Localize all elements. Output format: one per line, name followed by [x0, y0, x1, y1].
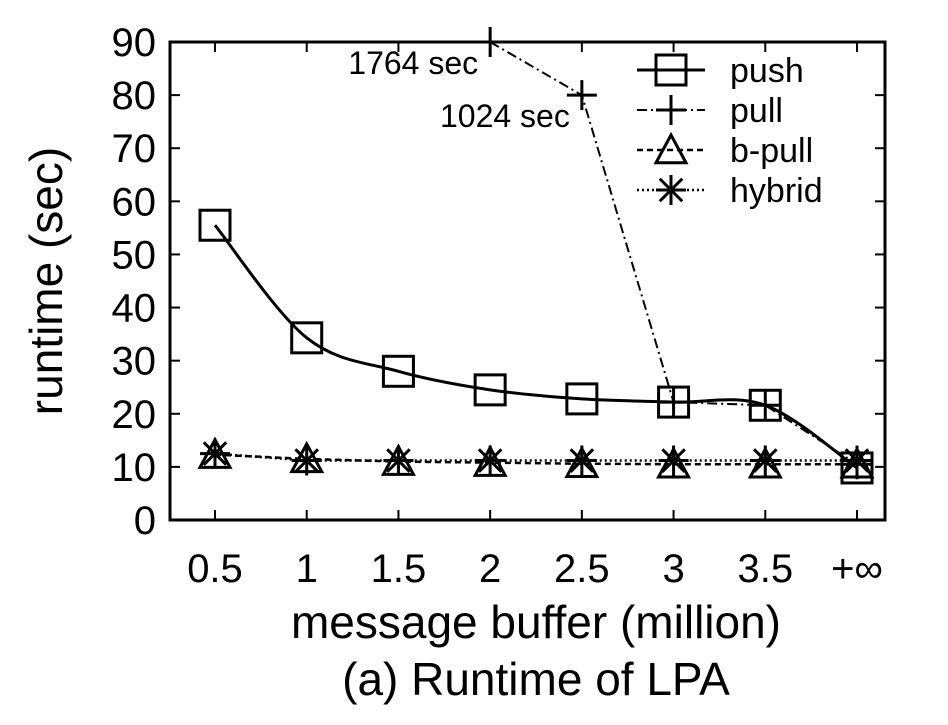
annotation-label: 1764 sec [348, 45, 478, 81]
square-marker [198, 208, 232, 242]
star-marker-d2 [202, 441, 228, 466]
star-marker-d2 [844, 448, 870, 473]
star-marker [750, 445, 781, 476]
plot-frame [168, 40, 887, 522]
x-tick-label: 2 [479, 547, 501, 591]
annotations: 1764 sec 1024 sec [348, 45, 570, 134]
y-tick-label: 90 [112, 21, 157, 65]
x-tick-label: 2.5 [554, 547, 610, 591]
plus-marker [656, 95, 686, 125]
square-marker [473, 373, 507, 407]
star-marker-d2 [569, 448, 595, 473]
y-tick-label: 10 [112, 446, 157, 490]
y-tick-label: 40 [112, 287, 157, 331]
legend-label: b-pull [730, 132, 813, 170]
star-marker-d2 [752, 448, 778, 473]
series-line-hybrid [214, 452, 857, 462]
star-marker-d2 [477, 448, 503, 473]
triangle-marker [653, 131, 689, 165]
y-tick-label: 80 [112, 74, 157, 118]
series-line-b-pull [214, 453, 857, 466]
series-b-pull [197, 436, 875, 479]
star-marker-d2 [386, 448, 411, 473]
star-marker-d2 [658, 177, 684, 203]
square-marker [565, 382, 599, 416]
star-marker [658, 445, 689, 476]
triangle-marker [656, 446, 692, 479]
plus-marker [750, 390, 781, 421]
star-marker [656, 175, 686, 205]
star-marker [383, 445, 414, 476]
x-axis-title: message buffer (million) [291, 596, 781, 648]
triangle-marker [747, 446, 783, 479]
plus-marker [658, 387, 689, 418]
star-marker [200, 438, 230, 469]
triangle-marker [839, 446, 875, 479]
triangle-marker [564, 445, 600, 478]
square-marker [290, 321, 324, 355]
legend-item-pull: pull [637, 92, 783, 130]
star-marker-d2 [294, 448, 320, 473]
x-axis: 0.5 1 1.5 2 2.5 3 3.5 +∞ [187, 42, 883, 591]
star-marker-d2 [661, 448, 686, 473]
x-tick-label: 0.5 [187, 547, 243, 591]
series-hybrid [200, 438, 872, 476]
series-pull [475, 27, 872, 480]
series-layer [197, 27, 875, 485]
legend-label: push [730, 52, 804, 90]
series-push [198, 208, 874, 485]
y-tick-label: 60 [112, 180, 157, 224]
y-axis-title: runtime (sec) [20, 147, 72, 415]
square-marker [654, 53, 688, 87]
legend-item-b-pull: b-pull [637, 131, 813, 170]
legend-item-hybrid: hybrid [637, 172, 823, 210]
legend-label: pull [730, 92, 783, 130]
star-marker [475, 445, 506, 476]
x-tick-label: 3.5 [737, 547, 793, 591]
annotation-label: 1024 sec [440, 98, 570, 134]
y-tick-label: 0 [134, 499, 156, 543]
x-tick-label: 1.5 [371, 547, 427, 591]
plus-marker [475, 27, 506, 57]
y-tick-label: 30 [112, 340, 157, 384]
y-tick-label: 20 [112, 393, 157, 437]
x-tick-label: 3 [662, 547, 684, 591]
star-marker [566, 445, 597, 476]
x-tick-label: 1 [296, 547, 318, 591]
star-marker [842, 445, 872, 476]
star-marker [291, 445, 322, 476]
legend-label: hybrid [730, 172, 823, 210]
square-marker [381, 354, 415, 388]
legend-item-push: push [637, 52, 804, 90]
y-tick-label: 50 [112, 233, 157, 277]
x-tick-label: +∞ [831, 547, 883, 591]
y-tick-label: 70 [112, 127, 157, 171]
y-axis: 0 10 20 30 40 50 60 70 80 90 [112, 21, 885, 543]
chart-caption: (a) Runtime of LPA [342, 653, 730, 705]
series-line-push [213, 224, 858, 470]
plus-marker [566, 80, 597, 111]
